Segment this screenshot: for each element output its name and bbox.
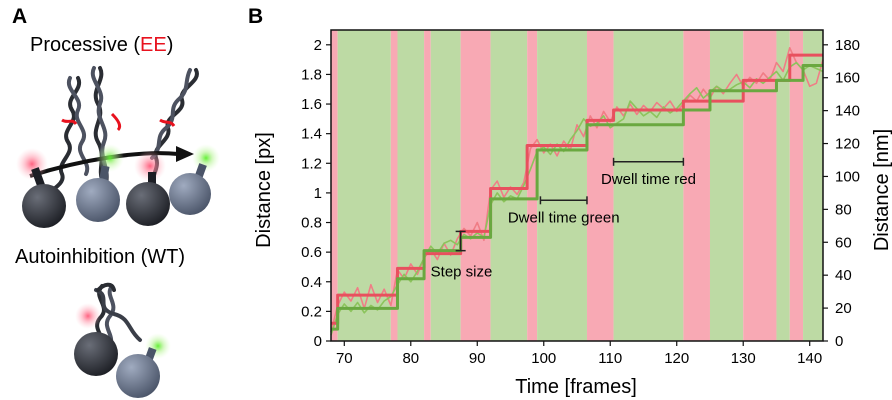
caption-autoinhibition: Autoinhibition (WT) <box>15 246 186 268</box>
band-green-3 <box>397 30 425 341</box>
step-fit-3 <box>331 64 823 331</box>
y-tick-label-left: 0.4 <box>301 274 322 291</box>
glow-pink-autoinhibited <box>75 303 101 329</box>
band-red-6 <box>460 30 491 341</box>
band-red-2 <box>390 30 398 341</box>
y-tick-label-right: 20 <box>835 300 852 317</box>
annotation-dwell-label-1: Dwell time green <box>508 209 620 226</box>
y-tick-label-right: 60 <box>835 234 852 251</box>
trace-series <box>330 46 824 336</box>
y-axis-label-left: Distance [px] <box>253 132 275 248</box>
y-tick-label-left: 0.8 <box>301 215 322 232</box>
band-red-10 <box>586 30 614 341</box>
x-tick-label: 90 <box>469 350 486 367</box>
y-tick-label-left: 1.8 <box>301 66 322 83</box>
y-tick-label-left: 0.2 <box>301 303 322 320</box>
band-green-11 <box>613 30 684 341</box>
y-tick-label-left: 1 <box>314 185 322 202</box>
y-tick-label-right: 120 <box>835 136 860 153</box>
motor-head-blue-2 <box>169 173 211 215</box>
x-tick-label: 100 <box>531 350 556 367</box>
band-green-1 <box>337 30 391 341</box>
annotation-dwell-label-2: Dwell time red <box>601 171 696 188</box>
x-tick-label: 140 <box>797 350 822 367</box>
y-tick-label-right: 80 <box>835 201 852 218</box>
arrow-head-icon <box>176 146 194 162</box>
band-green-9 <box>537 30 587 341</box>
caption-processive-prefix: Processive ( <box>30 34 141 56</box>
motor-head-dark-2 <box>126 182 170 226</box>
y-tick-label-left: 0.6 <box>301 244 322 261</box>
annotation-step-size-label: Step size <box>431 264 493 281</box>
y-tick-label-right: 160 <box>835 70 860 87</box>
band-green-13 <box>709 30 744 341</box>
band-red-16 <box>789 30 804 341</box>
y-tick-label-left: 1.2 <box>301 155 322 172</box>
glow-green-middle <box>96 144 124 172</box>
y-axis-label-right: Distance [nm] <box>871 129 892 251</box>
caption-processive-highlight: EE <box>140 34 167 56</box>
x-axis-label: Time [frames] <box>515 376 637 398</box>
y-tick-label-left: 2 <box>314 37 322 54</box>
band-red-12 <box>683 30 710 341</box>
band-green-15 <box>776 30 790 341</box>
motor-stalk <box>31 167 45 187</box>
motor-stalk <box>148 172 156 188</box>
red-markers <box>61 112 176 132</box>
caption-processive-suffix: ) <box>166 34 174 56</box>
band-green-5 <box>430 30 461 341</box>
band-green-7 <box>490 30 528 341</box>
panel-a-letter: A <box>12 5 28 28</box>
motor-head-blue-auto <box>116 354 160 398</box>
motor-head-dark-auto <box>74 332 118 376</box>
x-tick-label: 110 <box>598 350 622 367</box>
caption-processive: Processive (EE) <box>30 34 173 57</box>
band-green-17 <box>803 30 823 341</box>
coiled-coil-left <box>44 76 90 198</box>
y-tick-label-right: 140 <box>835 103 860 120</box>
y-tick-label-right: 40 <box>835 267 852 284</box>
band-red-8 <box>527 30 538 341</box>
y-tick-label-right: 0 <box>835 333 843 350</box>
plot-frame <box>330 29 824 342</box>
y-tick-label-right: 180 <box>835 37 860 54</box>
y-tick-label-left: 1.4 <box>301 126 322 143</box>
x-tick-label: 120 <box>664 350 689 367</box>
y-tick-label-left: 0 <box>314 333 322 350</box>
x-tick-label: 70 <box>336 350 353 367</box>
x-tick-label: 130 <box>731 350 756 367</box>
x-tick-label: 80 <box>402 350 419 367</box>
motor-head-blue-1 <box>76 178 120 222</box>
axes: 70 80 90 100 110 120 130 140 0 0.2 0.4 0.6 0.8 1 1.2 1.… <box>301 29 860 367</box>
motor-head-dark-1 <box>22 184 66 228</box>
y-tick-label-right: 100 <box>835 168 860 185</box>
glow-pink-right <box>134 150 166 182</box>
band-red-0 <box>331 30 338 341</box>
background-bands <box>331 30 823 341</box>
panel-a-illustration <box>16 66 220 398</box>
panel-b-letter: B <box>248 5 264 28</box>
band-red-4 <box>424 30 431 341</box>
annotations: Step size Dwell time green Dwell time red <box>431 157 696 281</box>
y-tick-label-left: 1.6 <box>301 96 322 113</box>
